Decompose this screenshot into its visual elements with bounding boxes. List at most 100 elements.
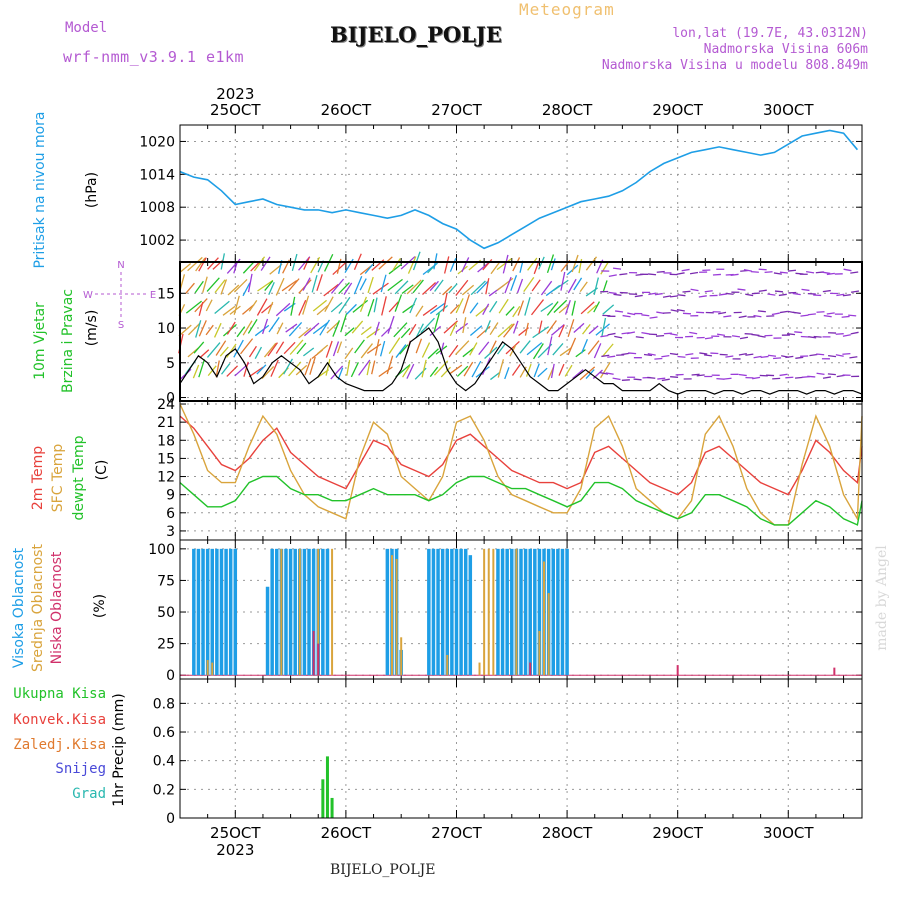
high-cloud-bar — [321, 548, 325, 676]
wind-arrow — [504, 276, 512, 294]
wind-arrow — [519, 340, 531, 354]
wind-arrow — [198, 257, 207, 272]
wind-arrow — [512, 320, 519, 334]
wind-arrow — [359, 278, 367, 291]
wind-arrow — [193, 341, 205, 354]
wind-arrow — [455, 279, 469, 296]
wind-arrow — [685, 353, 694, 356]
wind-arrow — [443, 320, 458, 334]
wind-arrow — [564, 299, 571, 315]
wind-arrow — [455, 298, 464, 314]
wind-arrow — [290, 296, 296, 316]
wind-arrow — [448, 364, 463, 375]
panel-frame — [179, 124, 863, 263]
wind-arrow — [669, 352, 678, 356]
wind-arrow — [510, 275, 518, 291]
wind-arrow — [628, 352, 637, 355]
x-top-tick-label: 29OCT — [652, 101, 703, 119]
mid-cloud-bar — [446, 654, 449, 676]
wind-arrow — [421, 359, 427, 378]
wind-arrow — [285, 323, 298, 333]
wind-arrow — [552, 342, 564, 356]
wind-arrow — [226, 321, 236, 335]
wind-arrow — [409, 297, 418, 314]
wind-arrow — [179, 262, 192, 273]
wind-arrow — [415, 338, 423, 354]
high-cloud-bar — [427, 548, 431, 676]
wind-arrow — [745, 293, 754, 297]
wind-arrow — [461, 284, 475, 296]
mid-cloud-bar — [280, 548, 283, 676]
wind-arrow — [553, 299, 568, 313]
wind-arrow — [558, 363, 565, 376]
wind-arrow — [185, 300, 203, 314]
wind-arrow — [593, 343, 602, 359]
model-elevation-label: Nadmorska Visina u modelu 808.849m — [601, 58, 868, 73]
sfc-temp-line — [179, 403, 863, 526]
wind-arrow — [773, 357, 782, 360]
x-bottom-tick-label: 28OCT — [542, 824, 593, 842]
wind-arrow — [381, 296, 387, 316]
wind-arrow — [550, 323, 565, 336]
wind-arrow — [601, 354, 610, 358]
wind-arrow — [233, 261, 238, 274]
wind-arrow — [267, 342, 278, 357]
wind-arrow — [257, 279, 274, 292]
wind-arrow — [656, 335, 665, 337]
high-cloud-bar — [201, 548, 205, 676]
high-cloud-bar — [500, 548, 505, 676]
legend-grad: Grad — [72, 786, 106, 802]
wind-arrow — [429, 325, 442, 337]
wind-arrow — [842, 334, 851, 337]
wind-arrow — [303, 322, 320, 337]
wind-arrow — [593, 301, 601, 313]
wind-arrow — [469, 302, 479, 314]
wind-arrow — [264, 342, 277, 358]
wind-arrow — [343, 282, 353, 295]
wind-arrow — [422, 282, 437, 295]
wind-arrow — [532, 326, 550, 339]
wind-arrow — [619, 273, 628, 276]
compass-w: W — [83, 290, 93, 301]
wind-arrow — [527, 257, 538, 271]
wind-arrow — [304, 358, 312, 376]
pressure-line — [179, 129, 859, 250]
wind-arrow — [612, 377, 621, 381]
wind-arrow — [236, 326, 246, 338]
wind-arrow — [283, 358, 293, 375]
wind-arrow — [681, 268, 690, 272]
mid-cloud-bar — [331, 548, 334, 676]
wind-arrow — [571, 300, 576, 316]
wind-arrow — [371, 360, 376, 375]
low-cloud-bar — [312, 630, 315, 676]
high-cloud-bar — [528, 548, 532, 676]
wind-arrow — [615, 310, 624, 313]
wind-arrow — [268, 281, 275, 295]
y-tick-label: 1014 — [139, 167, 175, 183]
wind-arrow — [689, 331, 698, 335]
high-cloud-bar — [523, 548, 528, 676]
mid-cloud-bar — [492, 548, 495, 676]
wind-arrow — [372, 282, 389, 295]
precip-bar — [321, 779, 325, 818]
wind-arrow — [256, 364, 267, 375]
wind-arrow — [243, 361, 249, 377]
wind-arrow — [800, 314, 809, 317]
wind-arrow — [730, 273, 739, 277]
wind-arrow — [366, 343, 382, 354]
wind-arrow — [738, 353, 747, 356]
wind-arrow — [367, 298, 375, 317]
x-top-tick-label: 27OCT — [431, 101, 482, 119]
wind-arrow — [344, 347, 354, 360]
wind-arrow — [374, 339, 380, 356]
wind-arrow — [388, 301, 399, 313]
low-cloud-bar — [529, 662, 532, 676]
wind-arrow — [302, 277, 311, 291]
high-cloud-bar — [265, 586, 270, 676]
mid-cloud-bar — [547, 593, 550, 676]
wind-arrow — [360, 326, 372, 336]
wind-arrow — [489, 340, 497, 354]
wind-arrow — [682, 312, 691, 315]
precip-bar — [330, 797, 334, 818]
mid-cloud-bar — [400, 637, 403, 676]
